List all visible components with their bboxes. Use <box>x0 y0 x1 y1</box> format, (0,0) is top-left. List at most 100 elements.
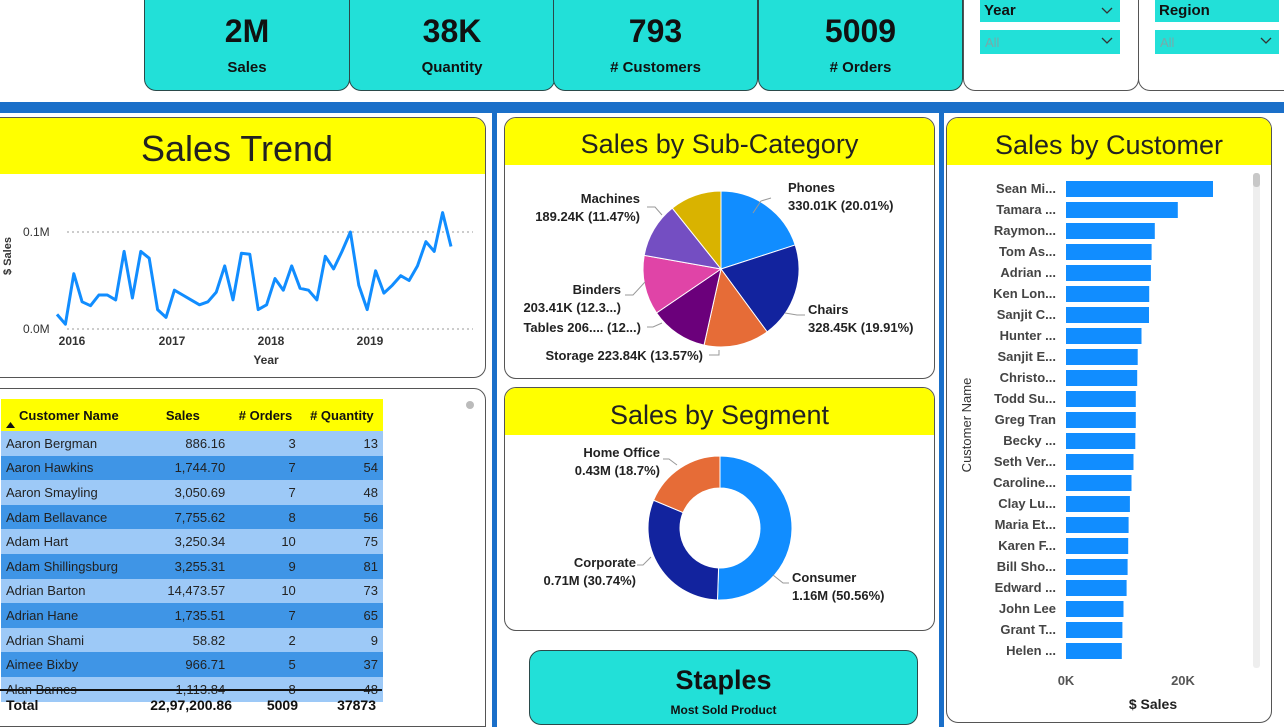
segment-slice-corporate[interactable] <box>647 499 720 601</box>
label-home-office-value: 0.43M (18.7%) <box>575 463 660 478</box>
customer-table-card: Customer Name Sales # Orders # Quantity … <box>0 388 486 727</box>
cell-sales: 3,050.69 <box>135 480 231 505</box>
table-header-row: Customer Name Sales # Orders # Quantity <box>1 399 383 431</box>
customer-bar-label: Clay Lu... <box>998 496 1056 511</box>
segment-slice-home-office[interactable] <box>652 455 721 514</box>
customer-bar-label: Raymon... <box>994 223 1056 238</box>
cell-sales: 3,255.31 <box>135 553 231 579</box>
customer-bar[interactable] <box>1066 601 1124 617</box>
leader-line-machines <box>647 206 663 216</box>
cell-orders: 9 <box>230 553 301 579</box>
cell-sales: 58.82 <box>135 627 231 653</box>
table-row[interactable]: Adam Bellavance 7,755.62 8 56 <box>1 504 383 530</box>
column-header-sales[interactable]: Sales <box>135 399 231 431</box>
customer-bar-label: Adrian ... <box>1000 265 1056 280</box>
column-divider-right <box>939 113 944 727</box>
customer-bar[interactable] <box>1066 433 1136 449</box>
customer-bar[interactable] <box>1066 643 1122 659</box>
table-row[interactable]: Aimee Bixby 966.71 5 37 <box>1 652 383 677</box>
customer-bar[interactable] <box>1066 580 1127 596</box>
chevron-down-icon[interactable] <box>1100 34 1114 48</box>
cell-orders: 8 <box>230 504 301 530</box>
table-row[interactable]: Adam Hart 3,250.34 10 75 <box>1 529 383 554</box>
customer-chart-scrollbar-thumb[interactable] <box>1253 173 1260 187</box>
cell-quantity: 54 <box>300 455 383 481</box>
cell-quantity: 37 <box>300 652 383 677</box>
customer-bar[interactable] <box>1066 265 1151 281</box>
customer-bar-label: Todd Su... <box>994 391 1056 406</box>
segment-slice-consumer[interactable] <box>716 455 793 601</box>
scroll-indicator[interactable] <box>466 401 474 409</box>
sub-category-slice-binders[interactable] <box>642 254 723 314</box>
customer-bar[interactable] <box>1066 538 1129 554</box>
leader-line-phones <box>752 197 772 214</box>
sales-trend-xtick-2019: 2019 <box>357 334 384 348</box>
customer-bar[interactable] <box>1066 475 1132 491</box>
column-header-orders[interactable]: # Orders <box>230 399 301 431</box>
most-sold-product-label: Most Sold Product <box>670 703 777 717</box>
customer-bar-label: Ken Lon... <box>993 286 1056 301</box>
customer-chart-scrollbar-track[interactable] <box>1253 173 1260 668</box>
customer-bar-label: Tamara ... <box>996 202 1056 217</box>
customer-bar[interactable] <box>1066 517 1129 533</box>
region-slicer-header[interactable]: Region <box>1155 0 1279 22</box>
table-row[interactable]: Adrian Hane 1,735.51 7 65 <box>1 603 383 628</box>
sales-trend-ytick-bottom: 0.0M <box>23 322 50 336</box>
customer-bar[interactable] <box>1066 202 1178 218</box>
customer-chart-xtick-0: 0K <box>1058 673 1075 688</box>
table-row[interactable]: Aaron Hawkins 1,744.70 7 54 <box>1 455 383 481</box>
kpi-sales-label: Sales <box>227 59 267 76</box>
customer-bar[interactable] <box>1066 286 1150 302</box>
sort-ascending-icon[interactable] <box>6 422 15 428</box>
cell-orders: 7 <box>230 455 301 481</box>
label-chairs-name: Chairs <box>808 302 848 317</box>
year-slicer-header[interactable]: Year <box>980 0 1120 22</box>
customer-bar[interactable] <box>1066 244 1152 260</box>
sub-category-slice-chairs[interactable] <box>720 244 800 333</box>
customer-bar[interactable] <box>1066 454 1134 470</box>
kpi-customers-card: 793 # Customers <box>553 0 758 91</box>
cell-customer-name: Adrian Barton <box>1 578 136 604</box>
customer-bar[interactable] <box>1066 370 1138 386</box>
customer-bar[interactable] <box>1066 349 1138 365</box>
customer-bar[interactable] <box>1066 412 1136 428</box>
customer-chart-ylabel: Customer Name <box>959 378 974 473</box>
customer-bar[interactable] <box>1066 307 1149 323</box>
region-dropdown[interactable]: All <box>1155 30 1279 54</box>
customer-bar[interactable] <box>1066 328 1142 344</box>
table-row[interactable]: Aaron Smayling 3,050.69 7 48 <box>1 480 383 505</box>
chevron-down-icon[interactable] <box>1100 4 1114 18</box>
table-row[interactable]: Adrian Shami 58.82 2 9 <box>1 627 383 653</box>
sub-category-slice-phones[interactable] <box>720 190 796 270</box>
customer-bar[interactable] <box>1066 559 1128 575</box>
customer-bar[interactable] <box>1066 391 1136 407</box>
customer-bar[interactable] <box>1066 181 1213 197</box>
sales-trend-xtick-2017: 2017 <box>159 334 186 348</box>
region-slicer: Region All <box>1138 0 1284 91</box>
column-header-quantity[interactable]: # Quantity <box>300 399 383 431</box>
chevron-down-icon[interactable] <box>1259 34 1273 48</box>
table-row[interactable]: Adam Shillingsburg 3,255.31 9 81 <box>1 553 383 579</box>
region-slicer-title: Region <box>1159 2 1210 19</box>
label-home-office-name: Home Office <box>583 445 660 460</box>
customer-bar[interactable] <box>1066 223 1155 239</box>
customer-bar[interactable] <box>1066 622 1123 638</box>
customer-chart-xtick-20k: 20K <box>1171 673 1195 688</box>
table-row[interactable]: Adrian Barton 14,473.57 10 73 <box>1 578 383 604</box>
customer-table-wrapper: Customer Name Sales # Orders # Quantity … <box>1 399 383 702</box>
customer-chart-xlabel: $ Sales <box>1129 696 1177 712</box>
customer-bar[interactable] <box>1066 496 1130 512</box>
column-header-customer-name[interactable]: Customer Name <box>1 399 136 431</box>
segment-card: Sales by Segment Consumer 1.16M (50.56%)… <box>504 387 935 631</box>
year-dropdown[interactable]: All <box>980 30 1120 54</box>
cell-quantity: 9 <box>300 627 383 653</box>
sub-category-slice-other[interactable] <box>671 190 722 271</box>
cell-sales: 3,250.34 <box>135 529 231 554</box>
cell-sales: 886.16 <box>135 431 231 456</box>
cell-quantity: 13 <box>300 431 383 456</box>
sub-category-slice-storage[interactable] <box>703 267 768 348</box>
cell-sales: 1,744.70 <box>135 455 231 481</box>
label-corporate-value: 0.71M (30.74%) <box>544 573 637 588</box>
total-orders: 5009 <box>266 697 298 713</box>
table-row[interactable]: Aaron Bergman 886.16 3 13 <box>1 431 383 456</box>
